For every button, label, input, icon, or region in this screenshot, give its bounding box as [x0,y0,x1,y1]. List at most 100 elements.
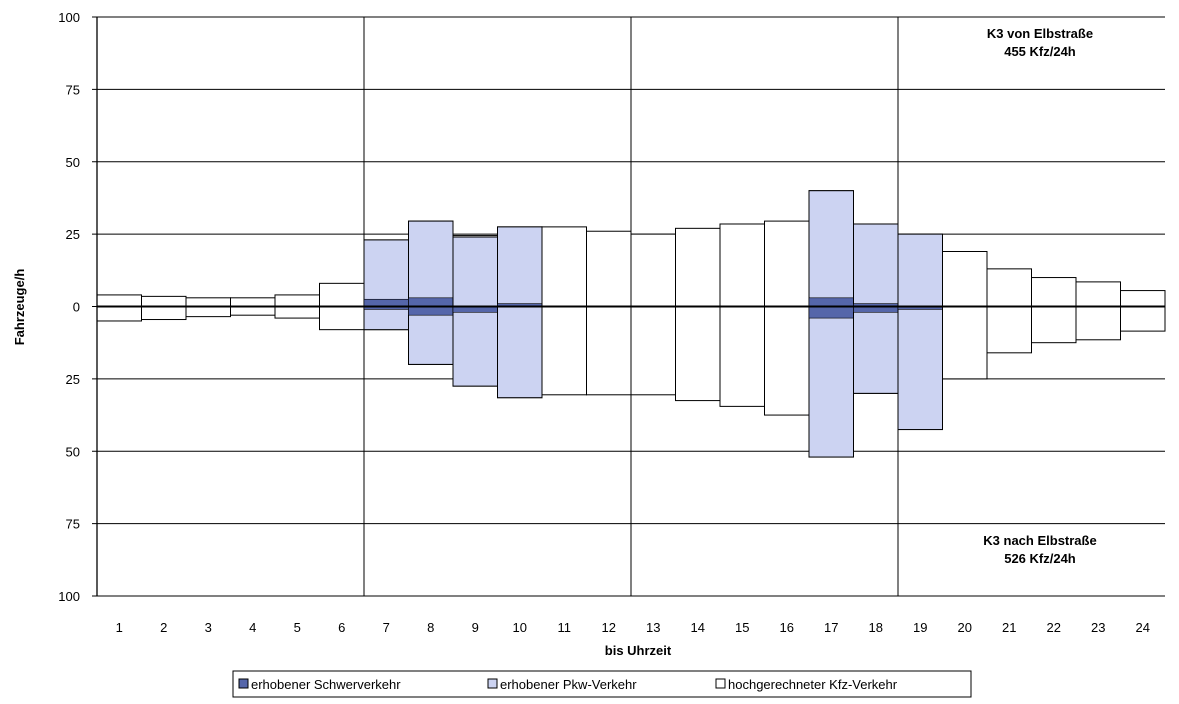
legend-swatch-schwerverkehr [238,678,249,689]
bar-kfz-lower-2 [141,306,187,321]
lower-direction-count: 526 Kfz/24h [1004,551,1076,566]
bar-kfz-upper-5 [274,294,320,308]
legend: erhobener Schwerverkehr erhobener Pkw-Ve… [232,670,972,698]
legend-label-pkw: erhobener Pkw-Verkehr [500,677,637,692]
x-tick-label-8: 8 [427,620,434,635]
x-tick-label-11: 11 [558,620,572,635]
bar-pkw-upper-17 [808,190,854,307]
axes [92,16,1165,597]
x-tick-label-7: 7 [383,620,390,635]
bar-pkw-upper-18 [853,223,899,307]
y-tick-label-lower-25: 25 [66,372,80,387]
bar-pkw-lower-17 [808,306,854,458]
bar-kfz-lower-22 [1031,306,1077,344]
bar-kfz-lower-16 [764,306,810,416]
y-tick-label-upper-100: 100 [58,10,80,25]
bar-kfz-upper-13 [630,233,676,307]
x-axis-title: bis Uhrzeit [605,643,672,658]
x-tick-label-20: 20 [958,620,972,635]
bar-pkw-upper-19 [897,233,943,307]
bar-kfz-lower-4 [230,306,276,316]
bar-kfz-upper-21 [986,268,1032,307]
legend-label-kfz: hochgerechneter Kfz-Verkehr [728,677,898,692]
bar-schwer-lower-8 [408,306,454,316]
bar-pkw-lower-9 [452,306,498,387]
bar-pkw-upper-7 [363,239,409,307]
y-tick-label-upper-25: 25 [66,227,80,242]
x-tick-label-14: 14 [691,620,705,635]
bar-kfz-upper-16 [764,220,810,307]
x-tick-labels: 1 2 3 4 5 6 7 8 9 10 11 12 13 14 15 16 17 18 19 20 21 22 23 24 [116,620,1150,635]
x-tick-label-17: 17 [824,620,838,635]
x-tick-label-15: 15 [735,620,749,635]
bar-kfz-upper-11 [541,226,587,307]
bar-kfz-lower-3 [185,306,231,318]
x-tick-label-16: 16 [780,620,794,635]
upper-direction-count: 455 Kfz/24h [1004,44,1076,59]
x-tick-label-23: 23 [1091,620,1105,635]
bar-kfz-upper-14 [675,227,721,308]
bar-kfz-upper-1 [96,294,142,308]
bar-pkw-lower-7 [363,306,409,331]
x-tick-label-4: 4 [249,620,256,635]
x-tick-label-13: 13 [646,620,660,635]
x-tick-label-22: 22 [1047,620,1061,635]
x-tick-label-10: 10 [513,620,527,635]
bar-schwer-upper-8 [408,297,454,307]
bar-kfz-lower-1 [96,306,142,322]
bar-kfz-upper-2 [141,295,187,307]
bar-kfz-upper-3 [185,297,231,308]
x-tick-label-1: 1 [116,620,123,635]
bar-pkw-lower-19 [897,306,943,431]
bar-schwer-upper-7 [363,298,409,307]
bar-pkw-lower-10 [497,306,543,399]
bar-kfz-lower-24 [1120,306,1166,332]
x-tick-label-18: 18 [869,620,883,635]
upper-direction-label: K3 von Elbstraße [987,26,1093,41]
x-tick-label-9: 9 [472,620,479,635]
bar-kfz-lower-15 [719,306,765,407]
bar-kfz-upper-20 [942,250,988,307]
bar-kfz-upper-6 [319,282,365,307]
y-tick-label-lower-75: 75 [66,517,80,532]
bar-kfz-upper-24 [1120,290,1166,308]
x-tick-label-21: 21 [1002,620,1016,635]
grid [97,16,1165,597]
bar-schwer-upper-17 [808,297,854,307]
bar-pkw-upper-8 [408,220,454,307]
bar-kfz-lower-23 [1075,306,1121,341]
lower-direction-label: K3 nach Elbstraße [983,533,1096,548]
legend-label-schwerverkehr: erhobener Schwerverkehr [251,677,401,692]
bar-schwer-lower-17 [808,306,854,319]
x-tick-label-12: 12 [602,620,616,635]
y-axis-title: Fahrzeuge/h [12,269,27,346]
x-tick-label-24: 24 [1136,620,1150,635]
bar-pkw-lower-18 [853,306,899,394]
x-tick-label-2: 2 [160,620,167,635]
bar-kfz-upper-15 [719,223,765,307]
bar-kfz-lower-6 [319,306,365,331]
bar-pkw-upper-10 [497,226,543,307]
legend-swatch-pkw [487,678,498,689]
legend-swatch-kfz [715,678,726,689]
y-tick-label-zero: 0 [73,300,80,315]
bar-kfz-upper-4 [230,297,276,308]
bar-kfz-upper-23 [1075,281,1121,307]
legend-box [232,670,972,698]
x-tick-label-6: 6 [338,620,345,635]
bar-kfz-lower-11 [541,306,587,396]
x-tick-label-3: 3 [205,620,212,635]
y-tick-label-lower-100: 100 [58,589,80,604]
y-tick-labels: 100 75 50 25 0 25 50 75 100 [58,10,80,604]
bar-kfz-upper-12 [586,230,632,307]
bar-kfz-lower-13 [630,306,676,396]
x-tick-label-5: 5 [294,620,301,635]
bar-kfz-lower-12 [586,306,632,396]
bar-kfz-lower-14 [675,306,721,402]
bar-kfz-lower-5 [274,306,320,319]
y-tick-label-upper-50: 50 [66,155,80,170]
bar-pkw-upper-9 [452,236,498,308]
bar-kfz-upper-22 [1031,277,1077,307]
x-tick-label-19: 19 [913,620,927,635]
